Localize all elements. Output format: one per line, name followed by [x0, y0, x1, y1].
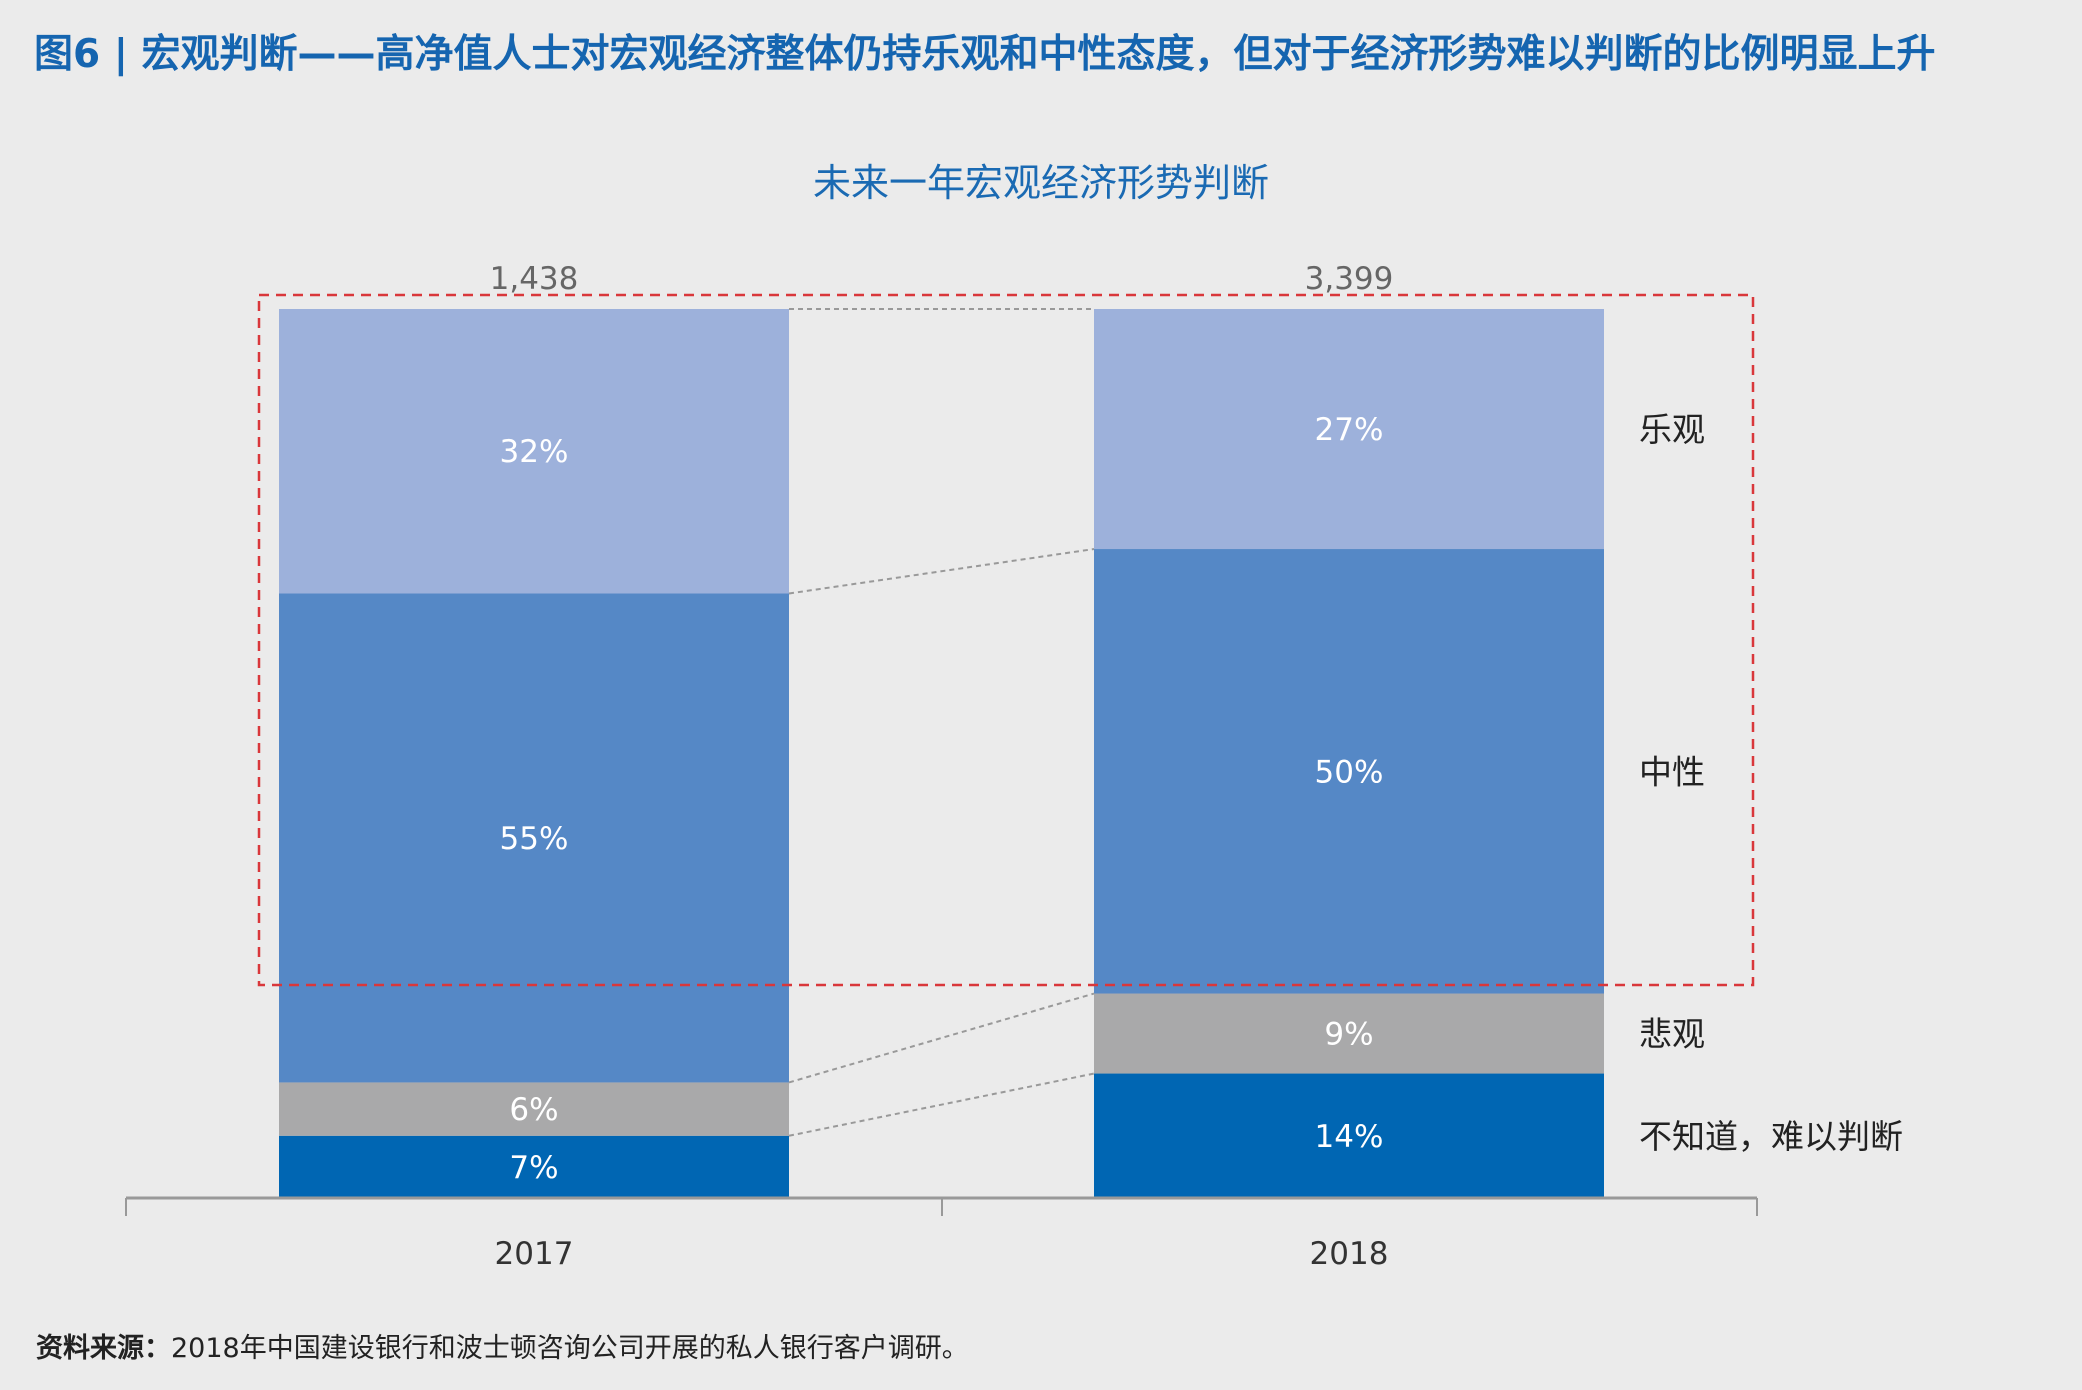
data-label: 50%	[1315, 754, 1384, 790]
bar-segment-2018-2	[1094, 549, 1604, 994]
bar-segment-2018-3	[1094, 309, 1604, 550]
bar-segment-2017-1	[279, 1082, 789, 1136]
legend-label: 中性	[1639, 752, 1705, 791]
data-label: 27%	[1315, 412, 1384, 448]
chart-title: 未来一年宏观经济形势判断	[812, 161, 1269, 205]
total-label: 1,438	[490, 261, 579, 297]
source-label: 资料来源：	[36, 1333, 171, 1364]
connector-line	[788, 992, 1095, 1084]
bar-segment-2018-0	[1094, 1073, 1604, 1198]
bar-segment-2018-1	[1094, 993, 1604, 1074]
figure-title: 图6 | 宏观判断——高净值人士对宏观经济整体仍持乐观和中性态度，但对于经济形势…	[34, 32, 1936, 77]
source-text: 2018年中国建设银行和波士顿咨询公司开展的私人银行客户调研。	[171, 1333, 969, 1364]
bar-segment-2017-2	[279, 593, 789, 1083]
data-label: 32%	[500, 434, 569, 470]
highlight-box	[257, 293, 1755, 987]
connector-line	[788, 548, 1095, 595]
connector-line	[788, 1072, 1095, 1137]
data-label: 6%	[509, 1092, 558, 1128]
x-tick-label: 2017	[495, 1236, 574, 1272]
data-label: 9%	[1324, 1017, 1373, 1053]
bar-segment-2017-3	[279, 309, 789, 594]
data-label: 7%	[509, 1150, 558, 1186]
total-label: 3,399	[1305, 261, 1394, 297]
legend-label: 乐观	[1639, 410, 1705, 449]
legend-label: 不知道，难以判断	[1639, 1117, 1903, 1156]
data-label: 55%	[500, 821, 569, 857]
source-note: 资料来源：2018年中国建设银行和波士顿咨询公司开展的私人银行客户调研。	[36, 1326, 969, 1365]
bar-segment-2017-0	[279, 1135, 789, 1198]
x-tick-label: 2018	[1310, 1236, 1389, 1272]
legend-label: 悲观	[1639, 1015, 1705, 1054]
data-label: 14%	[1315, 1119, 1384, 1155]
